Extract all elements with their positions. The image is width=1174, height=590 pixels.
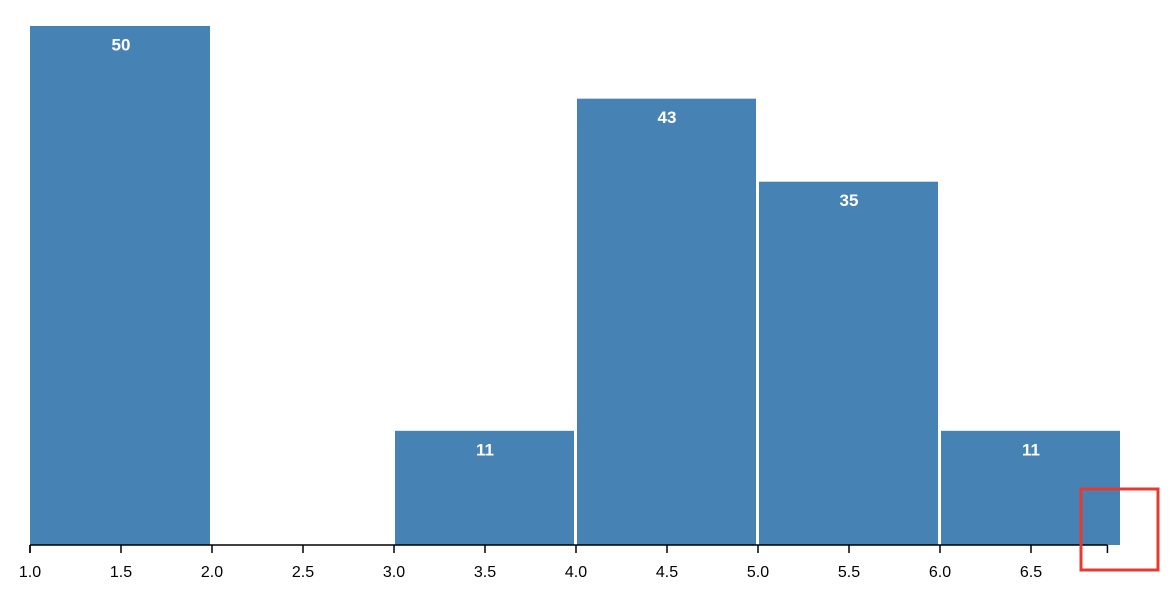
x-tick-label: 6.0	[929, 564, 951, 581]
value-label: 11	[476, 440, 494, 459]
value-label: 50	[112, 35, 131, 54]
x-tick-label: 5.5	[838, 564, 860, 581]
bar	[759, 181, 938, 545]
x-tick-label: 3.0	[383, 564, 405, 581]
x-tick-label: 1.0	[19, 564, 41, 581]
x-tick-label: 2.5	[292, 564, 314, 581]
bar	[577, 98, 756, 545]
x-tick-label: 6.5	[1020, 564, 1042, 581]
value-label: 35	[840, 191, 859, 210]
x-tick-label: 3.5	[474, 564, 496, 581]
x-tick-label: 1.5	[110, 564, 132, 581]
value-label: 11	[1022, 440, 1040, 459]
x-tick-label: 2.0	[201, 564, 223, 581]
bar	[30, 26, 210, 545]
bar	[395, 430, 574, 545]
x-tick-label: 5.0	[747, 564, 769, 581]
value-label: 43	[658, 108, 677, 127]
x-tick-label: 4.0	[565, 564, 587, 581]
x-tick-label: 4.5	[656, 564, 678, 581]
highlight-box	[1079, 487, 1160, 572]
